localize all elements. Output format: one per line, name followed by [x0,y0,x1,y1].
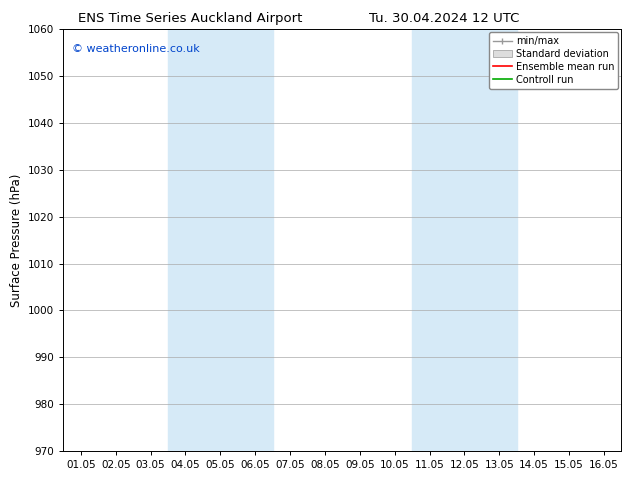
Text: Tu. 30.04.2024 12 UTC: Tu. 30.04.2024 12 UTC [368,12,519,25]
Legend: min/max, Standard deviation, Ensemble mean run, Controll run: min/max, Standard deviation, Ensemble me… [489,32,618,89]
Bar [412,29,517,451]
Text: ENS Time Series Auckland Airport: ENS Time Series Auckland Airport [78,12,302,25]
Y-axis label: Surface Pressure (hPa): Surface Pressure (hPa) [10,173,23,307]
Text: © weatheronline.co.uk: © weatheronline.co.uk [72,44,200,54]
Bar [168,29,273,451]
